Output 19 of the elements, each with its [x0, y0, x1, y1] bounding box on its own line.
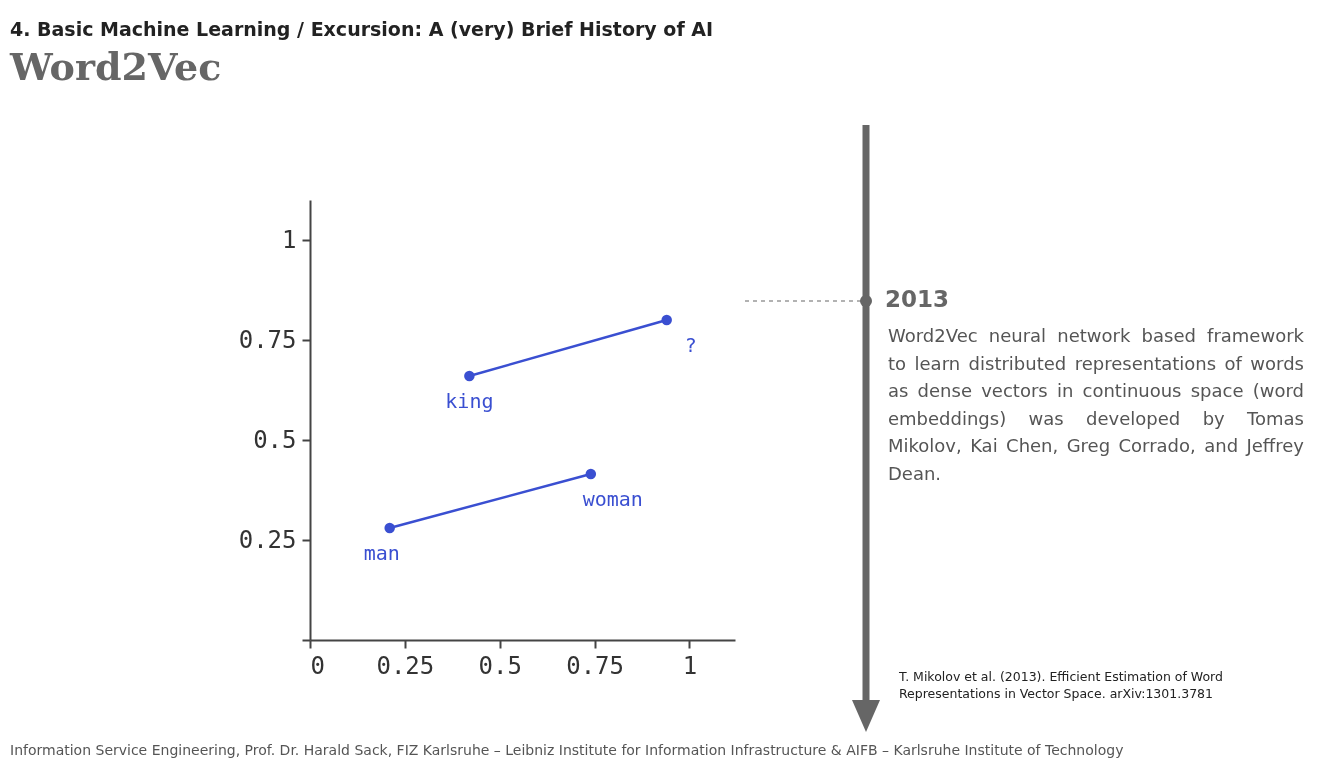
y-tick-label: 0.25	[238, 525, 297, 554]
chart-subtitle: 4. Basic Machine Learning / Excursion: A (very) Brief History of AI	[10, 18, 714, 40]
x-tick-label: 0.75	[566, 651, 624, 680]
y-tick-label: 0.75	[238, 325, 297, 354]
y-tick-label: 1	[282, 225, 297, 254]
text: 2013	[885, 286, 950, 312]
text: Word2Vec neural network based framework to learn distributed representations of words as dense vectors in continuous space (word embeddings) was developed by Tomas Mikolov, Kai Chen, Greg Corrado, and Jeffrey Dean.	[888, 324, 1304, 486]
y-tick-label: 0.5	[253, 425, 297, 454]
annotation: man	[363, 541, 400, 565]
annotation: king	[445, 389, 494, 413]
annotation: woman	[582, 487, 643, 511]
x-tick-label: 0.5	[478, 651, 522, 680]
x-tick-label: 0	[310, 651, 325, 680]
x-tick-label: 0.25	[376, 651, 435, 680]
text: T. Mikolov et al. (2013). Efficient Estimation of Word Representations in Vector Space. arXiv:1301.3781	[899, 668, 1224, 702]
text: Information Service Engineering, Prof. Dr. Harald Sack, FIZ Karlsruhe – Leibniz Institute for Information Infrastructure & AIFB – Karlsruhe Institute of Technology	[10, 742, 1124, 758]
annotation: ?	[684, 333, 697, 357]
chart-title: Word2Vec	[10, 44, 222, 89]
x-tick-label: 1	[682, 651, 698, 680]
